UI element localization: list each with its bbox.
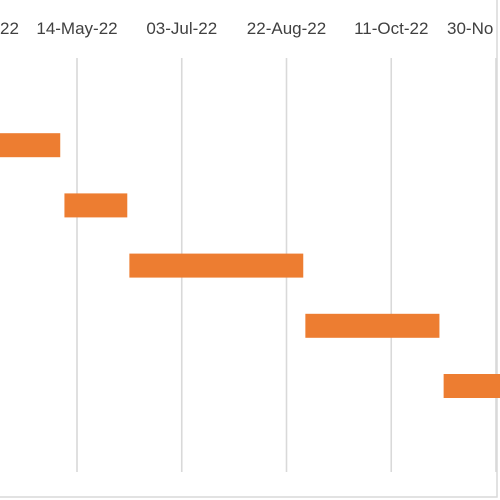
x-tick-label: 22-Aug-22 bbox=[247, 19, 326, 38]
task-bar-3 bbox=[64, 193, 128, 218]
x-tick-label: 30-No bbox=[447, 19, 493, 38]
x-axis-tick-labels: 22 14-May-22 03-Jul-22 22-Aug-22 11-Oct-22 30… bbox=[0, 19, 493, 38]
x-tick-label: 03-Jul-22 bbox=[146, 19, 217, 38]
x-tick-label: 14-May-22 bbox=[36, 19, 117, 38]
task-bar-2 bbox=[0, 133, 61, 158]
task-bars bbox=[0, 133, 500, 398]
task-bar-6 bbox=[443, 374, 500, 398]
x-tick-label: 11-Oct-22 bbox=[354, 19, 428, 38]
task-bar-5 bbox=[305, 313, 440, 338]
task-bar-4 bbox=[129, 253, 304, 278]
x-tick-label: 22 bbox=[0, 19, 19, 38]
